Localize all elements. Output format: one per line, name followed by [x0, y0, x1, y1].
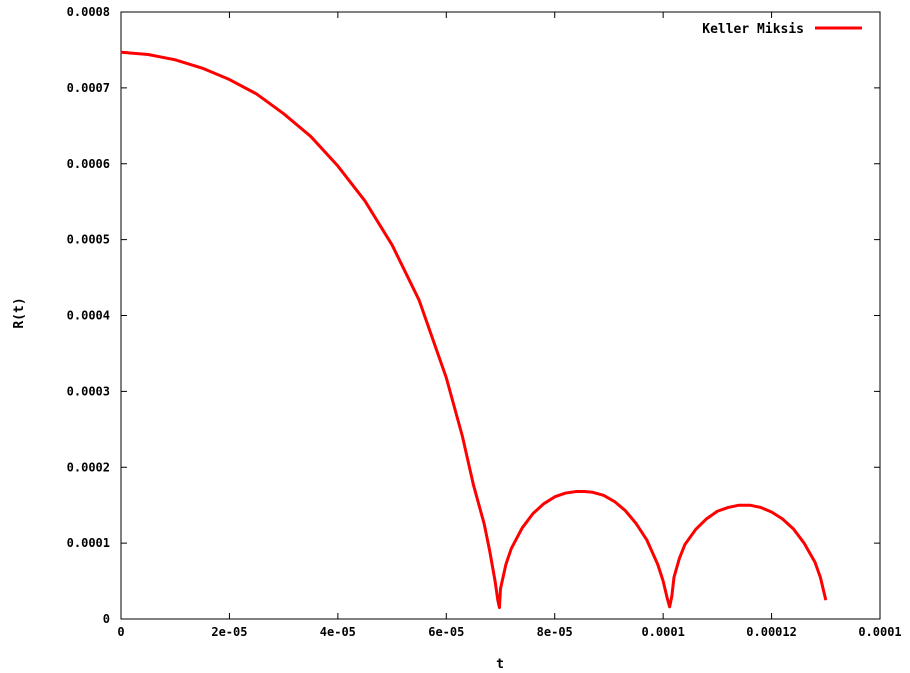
- x-tick-label: 6e-05: [428, 625, 464, 639]
- data-point: [825, 599, 827, 601]
- x-tick-label: 4e-05: [320, 625, 356, 639]
- data-point: [771, 511, 773, 513]
- data-point: [174, 59, 176, 61]
- y-tick-label: 0.0004: [67, 309, 110, 323]
- data-point: [521, 527, 523, 529]
- data-point: [738, 504, 740, 506]
- y-tick-label: 0.0002: [67, 460, 110, 474]
- data-point: [671, 595, 673, 597]
- data-point: [497, 599, 499, 601]
- data-point: [673, 576, 675, 578]
- data-point: [462, 436, 464, 438]
- data-point: [666, 598, 668, 600]
- data-point: [489, 550, 491, 552]
- data-point: [532, 513, 534, 515]
- y-tick-label: 0: [103, 612, 110, 626]
- legend-label: Keller Miksis: [702, 22, 804, 37]
- data-point: [760, 506, 762, 508]
- data-point: [635, 522, 637, 524]
- data-point: [256, 93, 258, 95]
- data-point: [364, 200, 366, 202]
- x-tick-label: 0: [117, 625, 124, 639]
- data-point: [684, 544, 686, 546]
- data-point: [494, 580, 496, 582]
- data-point: [716, 510, 718, 512]
- data-point: [575, 491, 577, 493]
- y-tick-label: 0.0008: [67, 5, 110, 19]
- data-point: [584, 491, 586, 493]
- x-tick-label: 0.00012: [746, 625, 797, 639]
- data-point: [695, 528, 697, 530]
- data-point: [543, 503, 545, 505]
- x-axis-title: t: [496, 657, 504, 672]
- data-point: [749, 504, 751, 506]
- x-tick-label: 8e-05: [537, 625, 573, 639]
- data-point: [814, 561, 816, 563]
- data-point: [554, 496, 556, 498]
- data-point: [228, 79, 230, 81]
- data-point: [781, 518, 783, 520]
- data-point: [613, 500, 615, 502]
- data-point: [505, 563, 507, 565]
- x-tick-label: 2e-05: [211, 625, 247, 639]
- series-line: [120, 50, 828, 610]
- data-point: [498, 607, 500, 609]
- series-layer: [120, 50, 828, 610]
- plot-frame: [120, 11, 881, 620]
- data-point: [706, 518, 708, 520]
- y-axis-title: R(t): [12, 297, 27, 328]
- data-point: [483, 523, 485, 525]
- y-tick-label: 0.0005: [67, 233, 110, 247]
- data-point: [472, 484, 474, 486]
- y-tick-label: 0.0001: [67, 536, 110, 550]
- data-point: [337, 165, 339, 167]
- data-point: [310, 135, 312, 137]
- y-tick-label: 0.0003: [67, 384, 110, 398]
- y-tick-label: 0.0007: [67, 81, 110, 95]
- x-tick-label: 0.0001: [641, 625, 684, 639]
- data-point: [510, 547, 512, 549]
- y-ticks: 0 0.0001 0.0002 0.0003 0.0004 0.0005 0.0006 0.0…: [67, 5, 880, 626]
- data-point: [391, 244, 393, 246]
- y-tick-label: 0.0006: [67, 157, 110, 171]
- data-point: [657, 563, 659, 565]
- data-point: [201, 67, 203, 69]
- data-point: [147, 53, 149, 55]
- data-point: [727, 506, 729, 508]
- x-ticks: 0 2e-05 4e-05 6e-05 8e-05 0.0001 0.00012 0.0001: [117, 12, 902, 639]
- data-point: [120, 51, 122, 53]
- data-point: [662, 580, 664, 582]
- data-point: [592, 491, 594, 493]
- x-tick-label: 0.0001: [858, 625, 901, 639]
- data-point: [283, 113, 285, 115]
- data-point: [603, 494, 605, 496]
- data-point: [646, 539, 648, 541]
- data-point: [669, 606, 671, 608]
- data-point: [803, 542, 805, 544]
- data-point: [565, 492, 567, 494]
- data-point: [792, 528, 794, 530]
- data-point: [500, 588, 501, 590]
- data-point: [678, 557, 680, 559]
- legend: Keller Miksis: [702, 22, 862, 37]
- data-point: [445, 377, 447, 379]
- data-point: [418, 299, 420, 301]
- data-point: [624, 510, 626, 511]
- data-point: [819, 576, 821, 578]
